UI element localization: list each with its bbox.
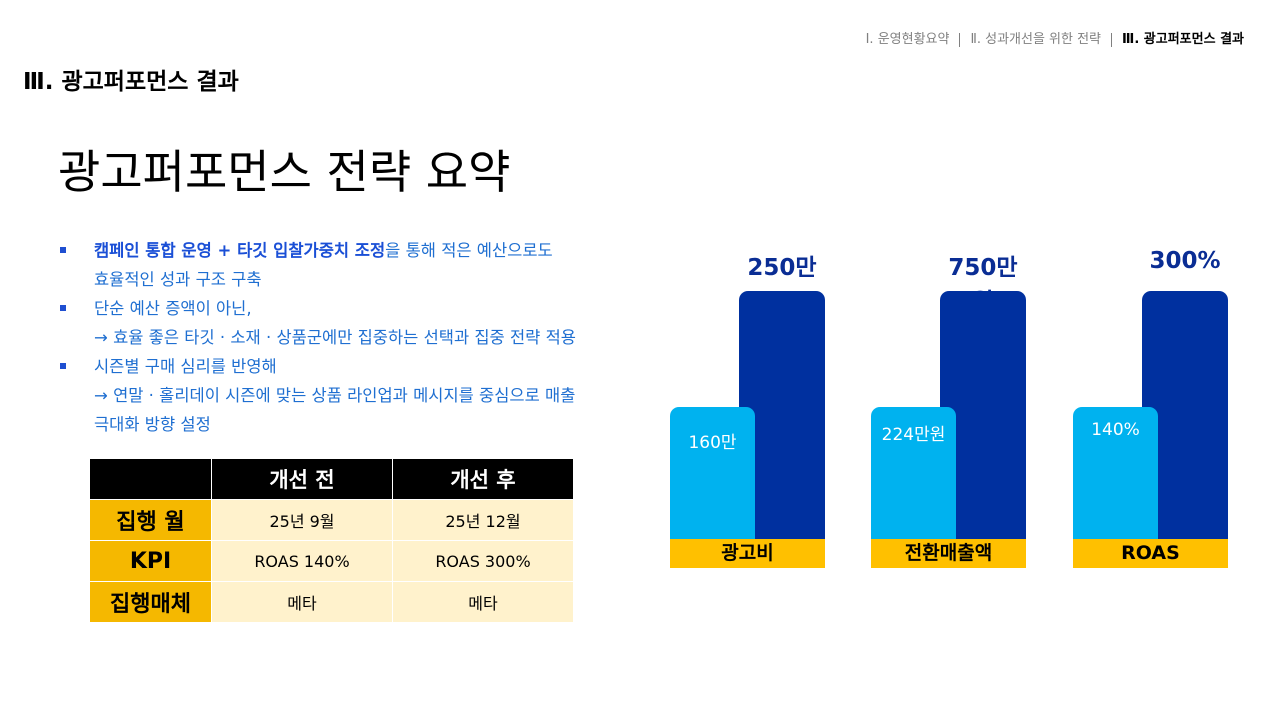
group-label: 광고비 bbox=[670, 539, 825, 568]
row-label: KPI bbox=[89, 540, 212, 582]
after-value: 300% bbox=[1149, 248, 1221, 274]
group-label: 전환매출액 bbox=[871, 539, 1026, 568]
before-bar bbox=[1073, 407, 1158, 547]
comparison-group: 750만원 224만원 전환매출액 bbox=[871, 240, 1026, 570]
row-label: 집행 월 bbox=[89, 499, 212, 541]
bullet-continuation: 효율적인 성과 구조 구축 bbox=[94, 270, 262, 289]
row-label: 집행매체 bbox=[89, 581, 212, 623]
cell: 25년 12월 bbox=[392, 499, 574, 541]
bullet-text: 단순 예산 증액이 아닌, bbox=[94, 299, 252, 318]
before-bar bbox=[670, 407, 755, 547]
before-bar bbox=[871, 407, 956, 547]
highlight: 캠페인 통합 운영 + 타깃 입찰가중치 조정 bbox=[94, 241, 386, 260]
corner-cell bbox=[89, 458, 212, 500]
bullet: 단순 예산 증액이 아닌, → 효율 좋은 타깃 · 소재 · 상품군에만 집중하… bbox=[58, 294, 658, 352]
cell: 25년 9월 bbox=[211, 499, 393, 541]
nav-item[interactable]: Ⅰ. 운영현황요약 bbox=[865, 32, 950, 47]
cell: 메타 bbox=[211, 581, 393, 623]
bullet-continuation: → 연말 · 홀리데이 시즌에 맞는 상품 라인업과 메시지를 중심으로 매출 bbox=[94, 386, 576, 405]
comparison-group: 250만 160만 광고비 bbox=[670, 240, 825, 570]
cell: ROAS 300% bbox=[392, 540, 574, 582]
comparison-table: 개선 전 개선 후 집행 월 25년 9월 25년 12월 KPI ROAS 140% R… bbox=[89, 458, 574, 623]
comparison-group: 300% 140% ROAS bbox=[1073, 240, 1228, 570]
before-value: 140% bbox=[1091, 420, 1140, 440]
before-value: 160만 bbox=[688, 433, 737, 453]
bullet-continuation: 극대화 방향 설정 bbox=[94, 415, 211, 434]
cell: 메타 bbox=[392, 581, 574, 623]
after-value: 250만 bbox=[747, 255, 817, 281]
bullet-text: 을 통해 적은 예산으로도 bbox=[385, 241, 553, 260]
nav-item[interactable]: Ⅲ. 광고퍼포먼스 결과 bbox=[1111, 33, 1244, 47]
nav-item[interactable]: Ⅱ. 성과개선을 위한 전략 bbox=[959, 33, 1111, 47]
header-cell: 개선 후 bbox=[392, 458, 574, 500]
group-label: ROAS bbox=[1073, 539, 1228, 568]
breadcrumb: Ⅰ. 운영현황요약 Ⅱ. 성과개선을 위한 전략 Ⅲ. 광고퍼포먼스 결과 bbox=[856, 33, 1244, 47]
cell: ROAS 140% bbox=[211, 540, 393, 582]
bullet: 시즌별 구매 심리를 반영해 → 연말 · 홀리데이 시즌에 맞는 상품 라인업과… bbox=[58, 352, 658, 439]
bullet-text: 시즌별 구매 심리를 반영해 bbox=[94, 357, 277, 376]
header-cell: 개선 전 bbox=[211, 458, 393, 500]
section-title: Ⅲ. 광고퍼포먼스 결과 bbox=[23, 69, 239, 95]
before-value: 224만원 bbox=[881, 425, 946, 445]
slide-title: 광고퍼포먼스 전략 요약 bbox=[58, 145, 511, 199]
bullet-continuation: → 효율 좋은 타깃 · 소재 · 상품군에만 집중하는 선택과 집중 전략 적… bbox=[94, 328, 576, 347]
